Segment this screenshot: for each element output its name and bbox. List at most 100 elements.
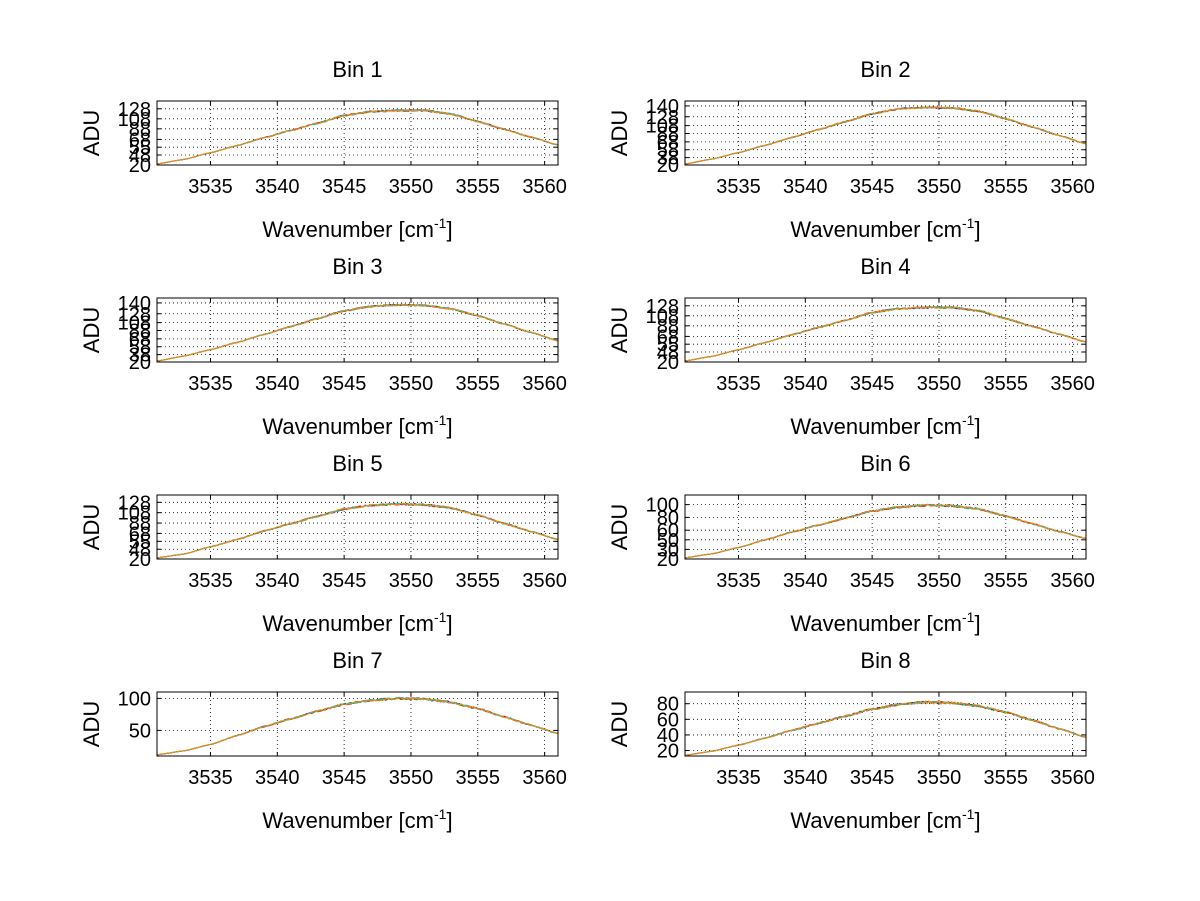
x-axis-label: Wavenumber [cm-1] (262, 215, 452, 242)
subplot-bin-4: 3535 3540 3545 3550 3555 35602048556888108128… (607, 254, 1095, 439)
x-tick-label: 3535 (716, 570, 761, 592)
x-tick-label: 3540 (255, 570, 300, 592)
x-axis-label-close: ] (974, 611, 980, 636)
subplot-title: Bin 7 (332, 648, 382, 673)
x-tick-label: 3535 (716, 767, 761, 789)
x-tick-label: 3535 (188, 373, 233, 395)
y-tick-label: 140 (118, 293, 151, 315)
x-tick-label: 3540 (255, 176, 300, 198)
y-tick-label: 100 (646, 495, 679, 517)
x-axis-label: Wavenumber [cm-1] (790, 609, 980, 636)
x-axis-label-sup: -1 (962, 215, 975, 231)
x-tick-label: 3545 (850, 570, 895, 592)
subplot-bin-5: 3535 3540 3545 3550 3555 3560 2048556888108128… (79, 451, 567, 636)
x-axis-label: Wavenumber [cm-1] (262, 412, 452, 439)
x-tick-label: 3550 (917, 373, 962, 395)
x-tick-label: 3545 (322, 373, 367, 395)
x-axis-label-sup: -1 (434, 215, 447, 231)
x-tick-label: 3545 (850, 373, 895, 395)
x-tick-label: 3560 (1050, 176, 1095, 198)
x-tick-label: 3555 (984, 373, 1029, 395)
x-tick-label: 3540 (783, 176, 828, 198)
y-axis-label: ADU (607, 701, 632, 747)
x-tick-label: 3555 (456, 373, 501, 395)
x-axis-label-main: Wavenumber [cm (262, 414, 434, 439)
x-tick-label: 3550 (389, 373, 434, 395)
x-axis-label: Wavenumber [cm-1] (790, 215, 980, 242)
x-axis-label-close: ] (446, 808, 452, 833)
x-tick-label: 3535 (188, 767, 233, 789)
x-axis-label-main: Wavenumber [cm (790, 611, 962, 636)
x-tick-label: 3535 (188, 176, 233, 198)
x-tick-label: 3550 (917, 570, 962, 592)
x-axis-label-sup: -1 (962, 412, 975, 428)
x-tick-label: 3545 (322, 767, 367, 789)
subplot-bin-8: 3535 3540 3545 3550 3555 356020406080Bin 8Wav… (607, 648, 1095, 833)
y-axis-label: ADU (79, 110, 104, 156)
x-axis-label-close: ] (974, 217, 980, 242)
x-tick-label: 3540 (255, 373, 300, 395)
y-axis-label: ADU (607, 307, 632, 353)
x-tick-label: 3560 (522, 570, 567, 592)
x-tick-label: 3545 (322, 570, 367, 592)
x-tick-label: 3550 (917, 176, 962, 198)
subplot-bin-7: 3535 3540 3545 3550 3555 3560 50 100 Bin 7 Wavenu… (79, 648, 567, 833)
y-tick-label: 128 (118, 99, 151, 121)
plot-area (685, 692, 1086, 756)
x-axis-label-main: Wavenumber [cm (262, 611, 434, 636)
y-tick-label: 100 (118, 688, 151, 710)
plot-area (157, 101, 558, 165)
x-tick-label: 3540 (783, 373, 828, 395)
x-axis-label-sup: -1 (434, 609, 447, 625)
x-tick-label: 3550 (389, 176, 434, 198)
x-axis-label-main: Wavenumber [cm (790, 808, 962, 833)
y-axis-label: ADU (607, 110, 632, 156)
x-tick-label: 3560 (522, 176, 567, 198)
x-tick-label: 3555 (456, 570, 501, 592)
x-axis-label-close: ] (446, 414, 452, 439)
x-tick-label: 3535 (716, 373, 761, 395)
x-axis-label-close: ] (446, 611, 452, 636)
x-tick-label: 3560 (1050, 570, 1095, 592)
x-tick-label: 3550 (917, 767, 962, 789)
y-axis-label: ADU (79, 701, 104, 747)
x-tick-label: 3540 (255, 767, 300, 789)
x-axis-label: Wavenumber [cm-1] (262, 806, 452, 833)
x-tick-label: 3555 (456, 176, 501, 198)
x-tick-label: 3550 (389, 570, 434, 592)
x-axis-label-main: Wavenumber [cm (790, 414, 962, 439)
subplot-title: Bin 2 (860, 57, 910, 82)
subplot-title: Bin 3 (332, 254, 382, 279)
x-tick-label: 3555 (456, 767, 501, 789)
x-axis-label-sup: -1 (962, 806, 975, 822)
x-axis-label-close: ] (974, 808, 980, 833)
y-tick-label: 50 (129, 720, 151, 742)
subplot-bin-2: 3535 3540 3545 3550 3555 35602038586888108128… (607, 57, 1095, 242)
y-tick-label: 128 (118, 492, 151, 514)
x-axis-label-sup: -1 (962, 609, 975, 625)
x-tick-label: 3545 (322, 176, 367, 198)
x-tick-label: 3560 (1050, 373, 1095, 395)
x-tick-label: 3535 (716, 176, 761, 198)
plot-area (685, 298, 1086, 362)
subplot-title: Bin 6 (860, 451, 910, 476)
x-axis-label-sup: -1 (434, 806, 447, 822)
x-tick-label: 3555 (984, 176, 1029, 198)
x-tick-label: 3555 (984, 570, 1029, 592)
x-tick-label: 3535 (188, 570, 233, 592)
subplot-title: Bin 8 (860, 648, 910, 673)
y-tick-label: 128 (646, 296, 679, 318)
x-axis-label: Wavenumber [cm-1] (790, 806, 980, 833)
x-tick-label: 3550 (389, 767, 434, 789)
subplot-title: Bin 1 (332, 57, 382, 82)
subplot-bin-1: 3535 3540 3545 3550 3555 3560 2048556888108128… (79, 57, 567, 242)
subplot-title: Bin 4 (860, 254, 910, 279)
x-axis-label: Wavenumber [cm-1] (262, 609, 452, 636)
subplot-bin-6: 3535 3540 3545 3550 3555 35602030506080100Bin… (607, 451, 1095, 636)
y-tick-label: 140 (646, 96, 679, 118)
x-axis-label: Wavenumber [cm-1] (790, 412, 980, 439)
y-tick-label: 80 (657, 694, 679, 716)
x-axis-label-main: Wavenumber [cm (262, 808, 434, 833)
subplot-bin-3: 3535 3540 3545 3550 3555 35602038586888108128… (79, 254, 567, 439)
